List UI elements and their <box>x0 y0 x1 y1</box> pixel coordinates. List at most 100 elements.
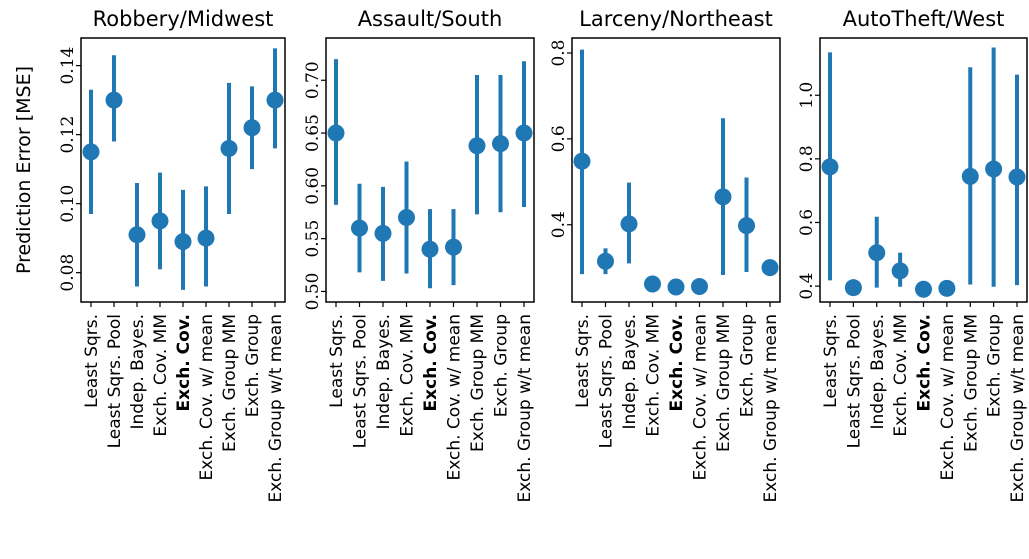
data-point <box>985 160 1003 178</box>
axes-frame <box>325 37 535 303</box>
y-tick-label: 0.70 <box>303 61 323 99</box>
x-tick-label: Indep. Bayes. <box>868 314 888 430</box>
x-tick-label: Exch. Cov. w/ mean <box>197 314 217 481</box>
x-tick-label: Exch. Group <box>243 314 263 417</box>
data-point <box>220 139 238 157</box>
data-point <box>82 143 100 161</box>
x-tick-label: Exch. Cov. <box>667 314 687 411</box>
y-tick-label: 0.14 <box>58 47 78 85</box>
data-point <box>243 119 261 137</box>
x-tick-label: Indep. Bayes. <box>620 314 640 430</box>
y-tick-label: 0.55 <box>303 220 323 258</box>
panel-title: Larceny/Northeast <box>579 7 773 31</box>
panel-1: Robbery/Midwest 0.08 0.10 0.12 0.14 Least Sqr… <box>58 7 286 503</box>
x-tick-label: Exch. Cov. w/ mean <box>445 314 465 481</box>
data-point <box>844 279 862 297</box>
data-point <box>492 135 509 153</box>
x-tick-label: Exch. Cov. w/ mean <box>691 314 711 481</box>
x-tick-label: Exch. Group w/t mean <box>761 314 781 503</box>
panel-title: AutoTheft/West <box>843 7 1005 31</box>
data-point <box>821 158 839 176</box>
y-axis-label: Prediction Error [MSE] <box>13 66 35 274</box>
data-point <box>691 278 708 296</box>
y-tick-label: 0.4 <box>549 211 569 238</box>
panel-title: Robbery/Midwest <box>93 7 274 31</box>
x-tick-label: Exch. Cov. <box>174 314 194 411</box>
data-point <box>891 262 909 280</box>
data-point <box>374 224 392 242</box>
y-tick-label: 0.60 <box>303 167 323 205</box>
data-point <box>327 124 345 142</box>
data-point <box>961 167 979 185</box>
data-point <box>445 238 462 256</box>
panel-title: Assault/South <box>358 7 503 31</box>
y-tick-label: 0.6 <box>797 209 817 236</box>
x-tick-label: Indep. Bayes. <box>128 314 148 430</box>
panels: Robbery/Midwest 0.08 0.10 0.12 0.14 Least Sqr… <box>58 7 1028 503</box>
y-tick-label: 0.65 <box>303 114 323 152</box>
data-point <box>620 215 638 233</box>
x-tick-label: Exch. Group <box>985 314 1005 417</box>
x-tick-label: Least Sqrs. <box>82 314 102 408</box>
data-point <box>938 279 956 297</box>
x-tick-label: Exch. Group MM <box>961 314 981 452</box>
x-tick-label: Least Sqrs. Pool <box>844 314 864 448</box>
y-tick-label: 0.10 <box>58 185 78 223</box>
x-tick-label: Exch. Cov. MM <box>151 314 171 437</box>
data-point <box>667 278 685 296</box>
x-tick-label: Exch. Cov. <box>915 314 935 411</box>
x-tick-label: Indep. Bayes. <box>374 314 394 430</box>
x-tick-label: Exch. Group <box>492 314 512 417</box>
panel-2: Assault/South 0.50 0.55 0.60 0.65 0.70 Least S… <box>303 7 535 503</box>
x-tick-label: Least Sqrs. <box>327 314 347 408</box>
data-point <box>266 91 284 109</box>
data-point <box>197 229 215 247</box>
data-point <box>468 137 486 155</box>
y-tick-label: 1.0 <box>797 82 817 109</box>
x-tick-label: Least Sqrs. <box>573 314 593 408</box>
data-point <box>128 226 146 244</box>
x-tick-label: Least Sqrs. Pool <box>351 314 371 448</box>
x-tick-label: Exch. Group MM <box>468 314 488 452</box>
y-tick-label: 0.50 <box>303 273 323 311</box>
data-point <box>351 219 368 237</box>
y-tick-label: 0.12 <box>58 116 78 154</box>
data-point <box>174 233 192 251</box>
x-tick-label: Exch. Group w/t mean <box>266 314 286 503</box>
data-point <box>421 240 439 258</box>
x-tick-label: Exch. Group MM <box>714 314 734 452</box>
y-tick-label: 0.6 <box>549 125 569 152</box>
x-tick-label: Exch. Group w/t mean <box>1008 314 1028 503</box>
data-point <box>1008 168 1026 186</box>
x-tick-label: Exch. Cov. <box>421 314 441 411</box>
x-tick-label: Exch. Cov. MM <box>644 314 664 437</box>
y-tick-label: 0.4 <box>797 273 817 300</box>
x-tick-label: Exch. Cov. MM <box>398 314 418 437</box>
x-tick-label: Exch. Group w/t mean <box>515 314 535 503</box>
panel-3: Larceny/Northeast 0.4 0.6 0.8 Least Sqrs. Lea… <box>549 7 781 503</box>
data-point <box>738 217 755 235</box>
data-point <box>761 259 779 277</box>
x-tick-label: Exch. Cov. w/ mean <box>938 314 958 481</box>
panel-4: AutoTheft/West 0.4 0.6 0.8 1.0 Least Sqrs. Lea… <box>797 7 1028 503</box>
data-point <box>597 252 614 270</box>
data-point <box>398 209 415 227</box>
x-tick-label: Least Sqrs. <box>821 314 841 408</box>
data-point <box>915 280 932 298</box>
x-tick-label: Least Sqrs. Pool <box>597 314 617 448</box>
y-tick-label: 0.8 <box>549 40 569 67</box>
y-tick-label: 0.8 <box>797 145 817 172</box>
axes-frame <box>571 37 781 303</box>
x-tick-label: Least Sqrs. Pool <box>105 314 125 448</box>
axes-frame <box>819 37 1028 303</box>
data-point <box>868 244 886 262</box>
x-tick-label: Exch. Cov. MM <box>891 314 911 437</box>
x-tick-label: Exch. Group <box>738 314 758 417</box>
data-point <box>105 91 123 109</box>
data-point <box>515 124 533 142</box>
data-point <box>151 212 169 230</box>
axes-frame <box>80 37 286 303</box>
data-point <box>644 275 661 293</box>
data-point <box>573 152 591 170</box>
y-tick-label: 0.08 <box>58 254 78 292</box>
